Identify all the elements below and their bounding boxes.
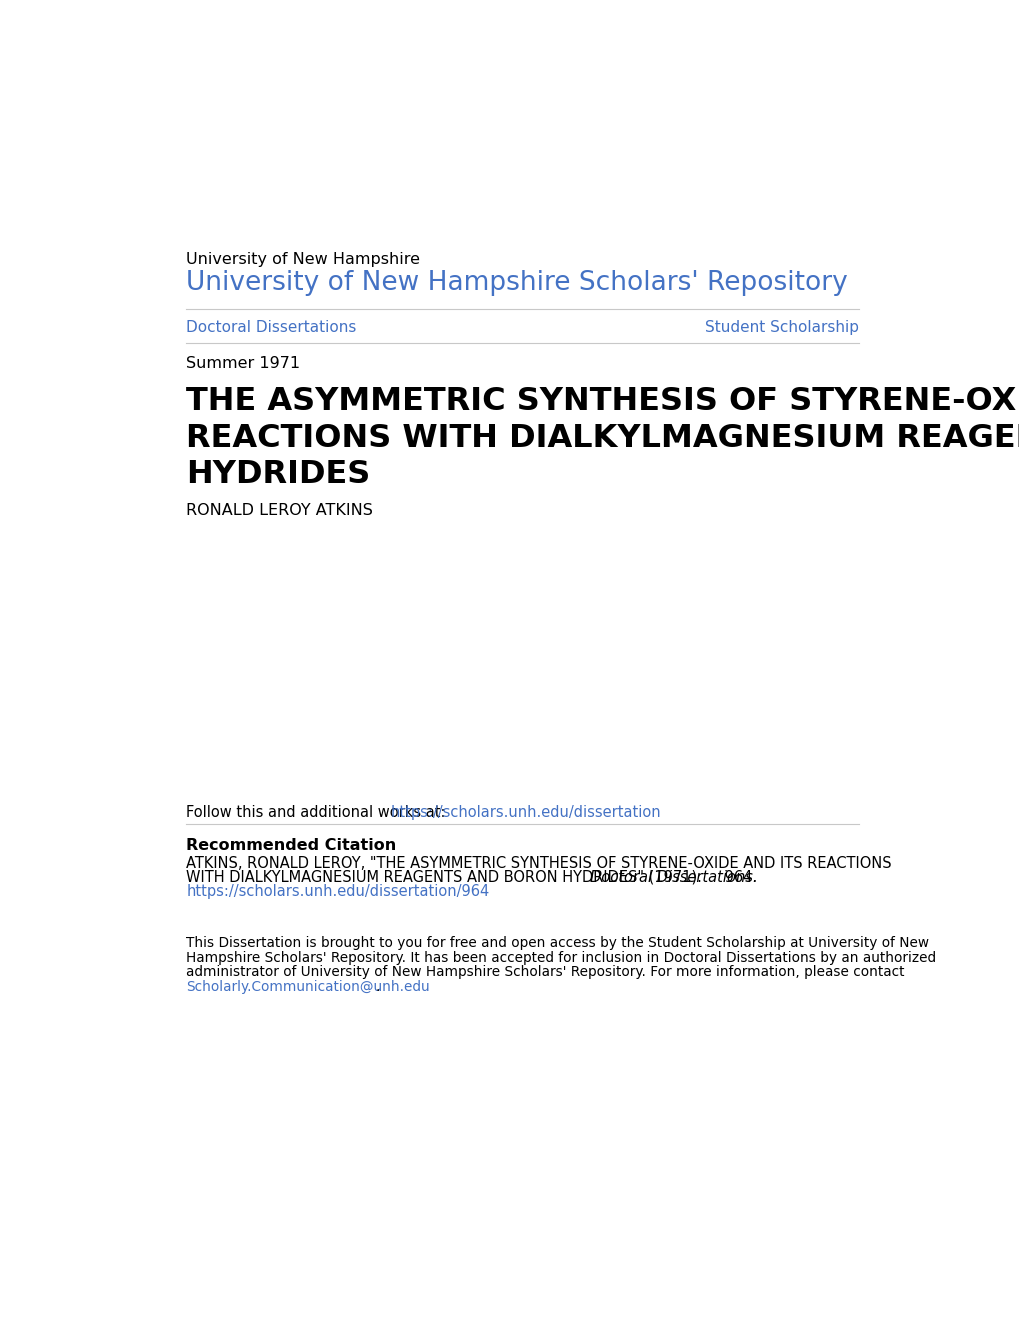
- Text: Summer 1971: Summer 1971: [186, 356, 301, 371]
- Text: HYDRIDES: HYDRIDES: [186, 459, 370, 491]
- Text: https://scholars.unh.edu/dissertation: https://scholars.unh.edu/dissertation: [390, 805, 661, 820]
- Text: .: .: [375, 979, 379, 994]
- Text: Doctoral Dissertations: Doctoral Dissertations: [186, 321, 357, 335]
- Text: University of New Hampshire Scholars' Repository: University of New Hampshire Scholars' Re…: [186, 271, 848, 296]
- Text: 964.: 964.: [718, 870, 756, 884]
- Text: ATKINS, RONALD LEROY, "THE ASYMMETRIC SYNTHESIS OF STYRENE-OXIDE AND ITS REACTIO: ATKINS, RONALD LEROY, "THE ASYMMETRIC SY…: [186, 857, 892, 871]
- Text: RONALD LEROY ATKINS: RONALD LEROY ATKINS: [186, 503, 373, 519]
- Text: Follow this and additional works at:: Follow this and additional works at:: [186, 805, 450, 820]
- Text: Student Scholarship: Student Scholarship: [704, 321, 858, 335]
- Text: WITH DIALKYLMAGNESIUM REAGENTS AND BORON HYDRIDES" (1971).: WITH DIALKYLMAGNESIUM REAGENTS AND BORON…: [186, 870, 706, 884]
- Text: This Dissertation is brought to you for free and open access by the Student Scho: This Dissertation is brought to you for …: [186, 936, 928, 950]
- Text: Hampshire Scholars' Repository. It has been accepted for inclusion in Doctoral D: Hampshire Scholars' Repository. It has b…: [186, 950, 935, 965]
- Text: THE ASYMMETRIC SYNTHESIS OF STYRENE-OXIDE AND ITS: THE ASYMMETRIC SYNTHESIS OF STYRENE-OXID…: [186, 385, 1019, 417]
- Text: Scholarly.Communication@unh.edu: Scholarly.Communication@unh.edu: [186, 979, 430, 994]
- Text: Doctoral Dissertations.: Doctoral Dissertations.: [589, 870, 756, 884]
- Text: University of New Hampshire: University of New Hampshire: [186, 252, 420, 268]
- Text: Recommended Citation: Recommended Citation: [186, 838, 396, 853]
- Text: REACTIONS WITH DIALKYLMAGNESIUM REAGENTS AND BORON: REACTIONS WITH DIALKYLMAGNESIUM REAGENTS…: [186, 422, 1019, 454]
- Text: https://scholars.unh.edu/dissertation/964: https://scholars.unh.edu/dissertation/96…: [186, 884, 489, 899]
- Text: administrator of University of New Hampshire Scholars' Repository. For more info: administrator of University of New Hamps…: [186, 965, 904, 979]
